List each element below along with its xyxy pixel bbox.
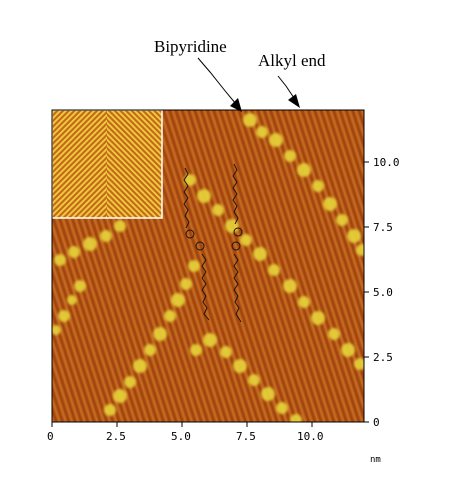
y-tick-label: 7.5: [373, 221, 393, 234]
plot-frame: [51, 109, 365, 423]
bipyridine-arrow: [197, 57, 237, 105]
y-tick-label: 0: [373, 416, 380, 429]
axis-unit-label: nm: [370, 455, 381, 465]
y-tick-label: 2.5: [373, 351, 393, 364]
x-tick-label: 2.5: [106, 430, 126, 443]
bright-rows: [52, 113, 364, 422]
y-tick-label: 10.0: [373, 156, 400, 169]
alkyl-end-arrow: [277, 75, 295, 99]
x-tick-label: 10.0: [297, 430, 324, 443]
inset-image: [51, 109, 163, 219]
y-tick-label: 5.0: [373, 286, 393, 299]
x-axis: [51, 422, 313, 427]
bipyridine-label: Bipyridine: [154, 37, 227, 56]
y-axis: [364, 161, 369, 423]
molecule-model-left: [183, 167, 210, 321]
x-tick-label: 0: [47, 430, 54, 443]
alkyl-end-label: Alkyl end: [258, 51, 326, 70]
molecule-model-right: [231, 163, 243, 323]
alkyl-end-arrowhead: [288, 94, 300, 108]
bipyridine-arrowhead: [230, 98, 242, 112]
x-tick-label: 7.5: [236, 430, 256, 443]
x-tick-label: 5.0: [171, 430, 191, 443]
